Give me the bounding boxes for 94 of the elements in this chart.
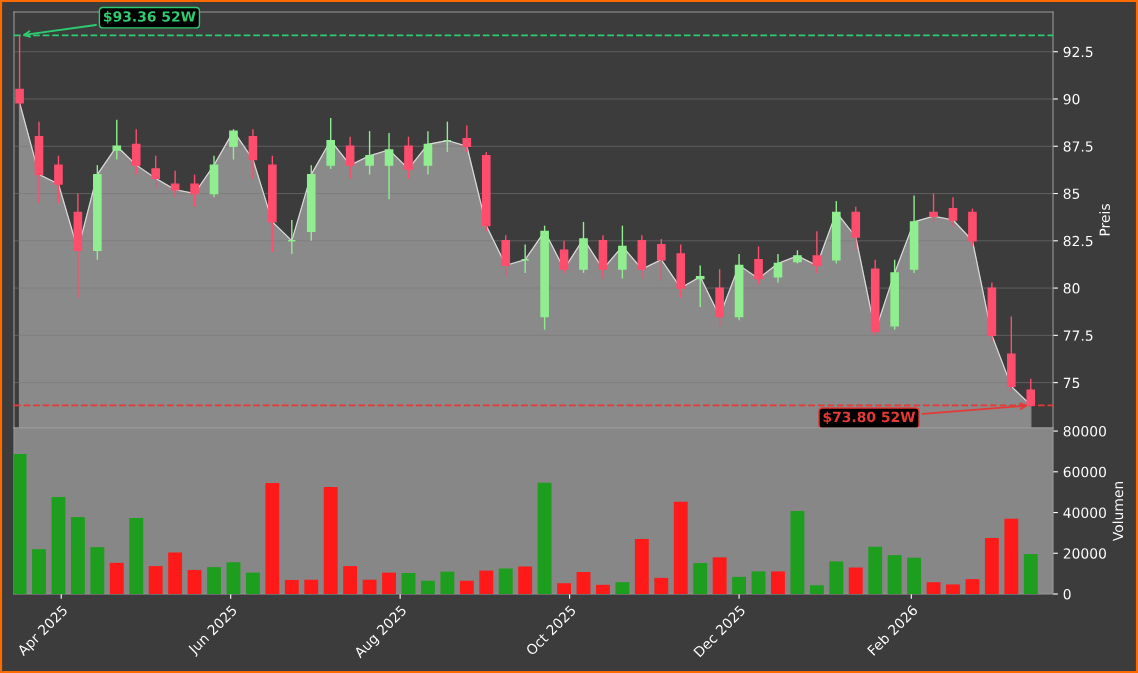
candlestick bbox=[754, 245, 763, 285]
bar bbox=[187, 569, 202, 594]
candlestick bbox=[559, 240, 569, 274]
bar bbox=[440, 571, 455, 594]
candlestick bbox=[170, 170, 180, 199]
bar bbox=[129, 518, 144, 594]
bar bbox=[226, 562, 241, 594]
bar bbox=[343, 566, 358, 594]
candlestick bbox=[462, 124, 472, 153]
candlestick bbox=[248, 128, 258, 180]
y-tick-label: 82.5 bbox=[1063, 235, 1093, 247]
bar bbox=[654, 577, 669, 594]
y-tick-label: 90 bbox=[1063, 93, 1080, 105]
y-tick-label: 0 bbox=[1063, 588, 1071, 600]
bar bbox=[51, 497, 66, 594]
bar bbox=[148, 566, 163, 594]
bar bbox=[984, 537, 999, 594]
bar bbox=[14, 454, 27, 594]
bar bbox=[1004, 518, 1019, 594]
bar bbox=[693, 563, 708, 594]
candlestick bbox=[15, 34, 24, 110]
candlestick bbox=[365, 130, 374, 176]
candlestick bbox=[948, 196, 958, 227]
annotation: $93.36 52W bbox=[103, 11, 196, 24]
bar bbox=[634, 539, 649, 594]
bar bbox=[168, 552, 183, 594]
bar bbox=[771, 571, 785, 594]
bar bbox=[965, 579, 980, 594]
bar bbox=[459, 580, 474, 594]
bar bbox=[907, 557, 922, 594]
bar bbox=[596, 584, 610, 594]
bar bbox=[32, 549, 46, 594]
bar bbox=[70, 517, 85, 594]
candlestick bbox=[618, 224, 627, 280]
bar bbox=[848, 567, 863, 594]
y-tick-label: 60000 bbox=[1063, 466, 1106, 478]
bar bbox=[829, 561, 844, 594]
bar bbox=[868, 546, 883, 594]
y-tick-label: 20000 bbox=[1063, 548, 1106, 559]
y-tick-label: 87.5 bbox=[1063, 141, 1093, 152]
candlestick bbox=[695, 264, 705, 308]
bar bbox=[284, 579, 299, 594]
bar bbox=[1023, 554, 1038, 594]
y-tick-label: 77.5 bbox=[1063, 330, 1093, 341]
candlestick bbox=[929, 192, 938, 223]
y-tick-label: 80 bbox=[1063, 283, 1080, 294]
bar bbox=[382, 572, 396, 594]
y-tick-label: 85 bbox=[1063, 188, 1080, 199]
bar bbox=[946, 584, 960, 594]
bar bbox=[304, 579, 319, 594]
y-tick-label: 80000 bbox=[1063, 426, 1106, 437]
candlestick bbox=[384, 132, 394, 200]
y-axis-title: Volumen bbox=[1112, 481, 1124, 542]
candlestick bbox=[131, 128, 141, 176]
bar bbox=[712, 557, 727, 594]
bar bbox=[265, 482, 280, 594]
bar bbox=[420, 580, 435, 594]
candlestick bbox=[812, 230, 822, 274]
bar bbox=[479, 570, 494, 594]
bar bbox=[90, 547, 105, 594]
bar bbox=[557, 583, 571, 594]
candlestick bbox=[773, 253, 783, 284]
candlestick bbox=[656, 238, 666, 282]
bar bbox=[751, 571, 766, 594]
bar bbox=[498, 568, 513, 594]
candlestick bbox=[151, 155, 160, 189]
candlestick bbox=[190, 173, 199, 208]
candlestick bbox=[229, 128, 238, 161]
bar bbox=[673, 501, 688, 594]
bar bbox=[537, 482, 552, 594]
candlestick bbox=[54, 155, 63, 204]
bar bbox=[323, 487, 338, 594]
y-tick-label: 75 bbox=[1063, 377, 1080, 389]
bar bbox=[245, 572, 260, 594]
bar bbox=[887, 555, 902, 594]
annotation: $73.80 52W bbox=[823, 411, 916, 425]
candlestick bbox=[112, 119, 122, 161]
bar bbox=[401, 573, 416, 594]
bar bbox=[109, 562, 124, 594]
y-tick-label: 92.5 bbox=[1063, 46, 1093, 58]
bar bbox=[615, 582, 630, 594]
bar bbox=[207, 567, 221, 594]
y-tick-label: 40000 bbox=[1063, 507, 1106, 518]
candlestick bbox=[423, 130, 433, 176]
y-axis-title: Preis bbox=[1099, 204, 1110, 236]
candlestick bbox=[404, 136, 413, 180]
bar bbox=[732, 576, 747, 594]
bar bbox=[518, 566, 533, 594]
bar bbox=[926, 582, 941, 594]
bar bbox=[576, 572, 591, 594]
bar bbox=[362, 579, 377, 594]
candlestick bbox=[345, 136, 355, 180]
bar bbox=[790, 510, 805, 594]
bar bbox=[809, 585, 824, 594]
